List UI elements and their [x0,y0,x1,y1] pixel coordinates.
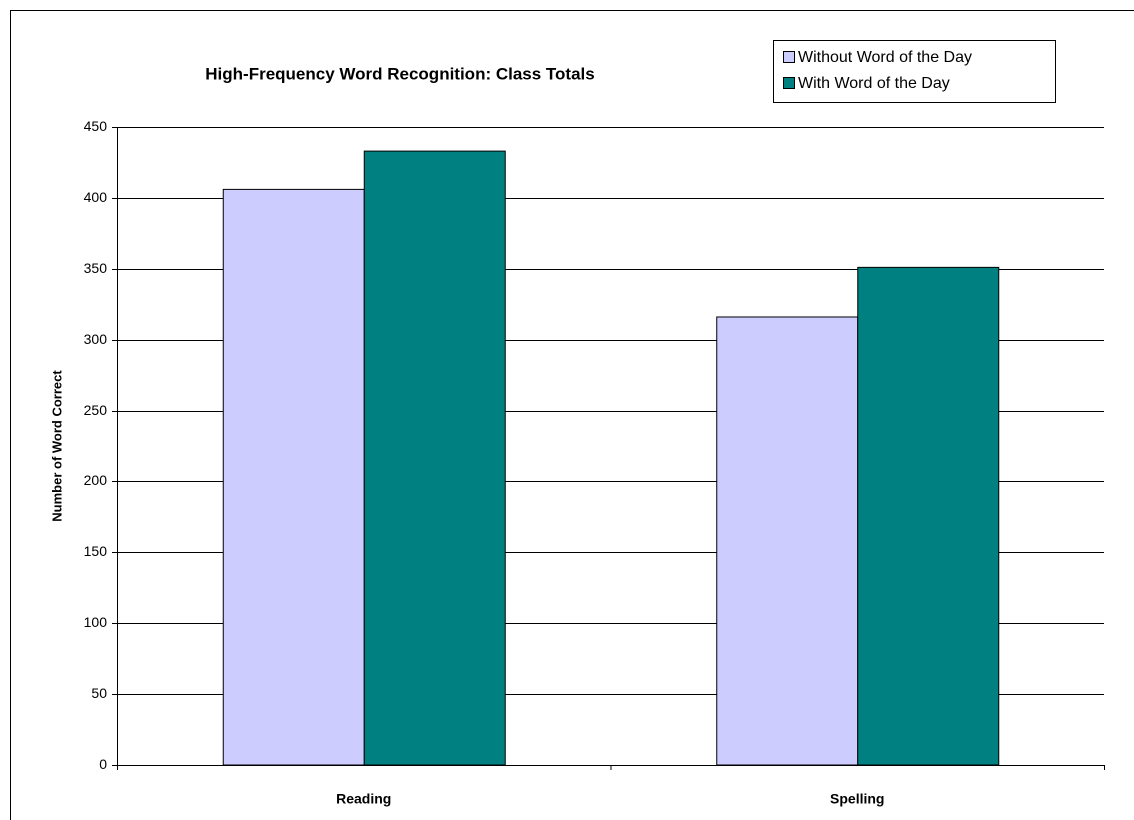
x-tick-label: Reading [336,791,391,807]
y-tick-label: 0 [99,756,107,772]
legend-swatch [783,51,795,63]
legend-label: Without Word of the Day [798,49,972,66]
y-tick-label: 350 [84,260,108,276]
y-tick-label: 250 [84,402,108,418]
bar [857,266,1000,766]
y-tick-label: 400 [84,189,108,205]
legend-label: With Word of the Day [798,75,950,92]
x-tick-label: Spelling [830,791,884,807]
y-axis-label: Number of Word Correct [49,370,64,522]
bar [716,316,859,766]
y-tick-label: 100 [84,614,108,630]
legend-swatch [783,77,795,89]
bar [222,188,365,766]
y-tick-label: 450 [84,118,108,134]
y-tick-label: 150 [84,543,108,559]
y-tick-label: 200 [84,472,108,488]
y-tick-label: 50 [91,685,107,701]
bar [363,150,506,766]
legend-box [773,40,1056,103]
y-tick-label: 300 [84,331,108,347]
chart-title: High-Frequency Word Recognition: Class T… [205,64,594,83]
